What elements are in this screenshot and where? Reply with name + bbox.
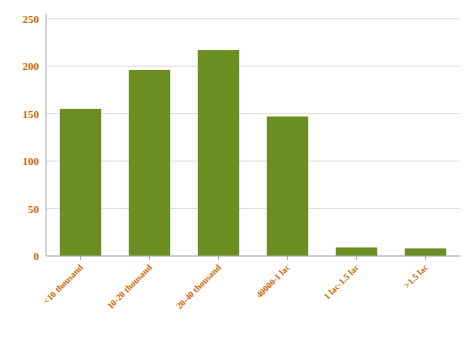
x-tick-label: 20-40 thousand xyxy=(174,262,223,311)
y-tick-label: 150 xyxy=(23,108,40,120)
y-axis-line xyxy=(46,14,47,256)
x-axis-line xyxy=(46,256,460,257)
grid-line xyxy=(46,113,460,114)
x-tick xyxy=(287,256,288,260)
chart-svg: 0 50 100 150 200 250 <10 thousand 10-20 thousan… xyxy=(0,0,474,340)
bar xyxy=(198,50,239,256)
x-tick xyxy=(149,256,150,260)
bars xyxy=(60,50,446,256)
bar xyxy=(405,248,446,256)
x-tick xyxy=(356,256,357,260)
y-tick-labels: 0 50 100 150 200 250 xyxy=(23,13,40,262)
grid-line xyxy=(46,256,460,257)
x-tick xyxy=(218,256,219,260)
y-tick-label: 0 xyxy=(34,250,40,262)
x-tick-label: 40000-1 lac xyxy=(254,262,292,300)
chart-container: 0 50 100 150 200 250 <10 thousand 10-20 thousan… xyxy=(0,0,474,340)
bar xyxy=(267,116,308,256)
y-tick-label: 250 xyxy=(23,13,40,25)
grid-line xyxy=(46,161,460,162)
x-tick-label: >1.5 lac xyxy=(402,262,430,290)
y-tick-label: 200 xyxy=(23,60,40,72)
grid xyxy=(46,19,460,256)
x-tick-label: 10-20 thousand xyxy=(105,262,154,311)
x-tick-labels: <10 thousand 10-20 thousand 20-40 thousand… xyxy=(41,256,430,311)
x-tick xyxy=(425,256,426,260)
grid-line xyxy=(46,66,460,67)
bar xyxy=(129,70,170,256)
bar xyxy=(60,109,101,256)
x-tick-label: 1 lac-1.5 lac xyxy=(322,262,361,301)
grid-line xyxy=(46,208,460,209)
y-tick-label: 50 xyxy=(28,203,40,215)
bar xyxy=(336,247,377,256)
x-tick-label: <10 thousand xyxy=(41,262,85,306)
grid-line xyxy=(46,18,460,19)
x-tick xyxy=(80,256,81,260)
y-tick-label: 100 xyxy=(23,155,40,167)
